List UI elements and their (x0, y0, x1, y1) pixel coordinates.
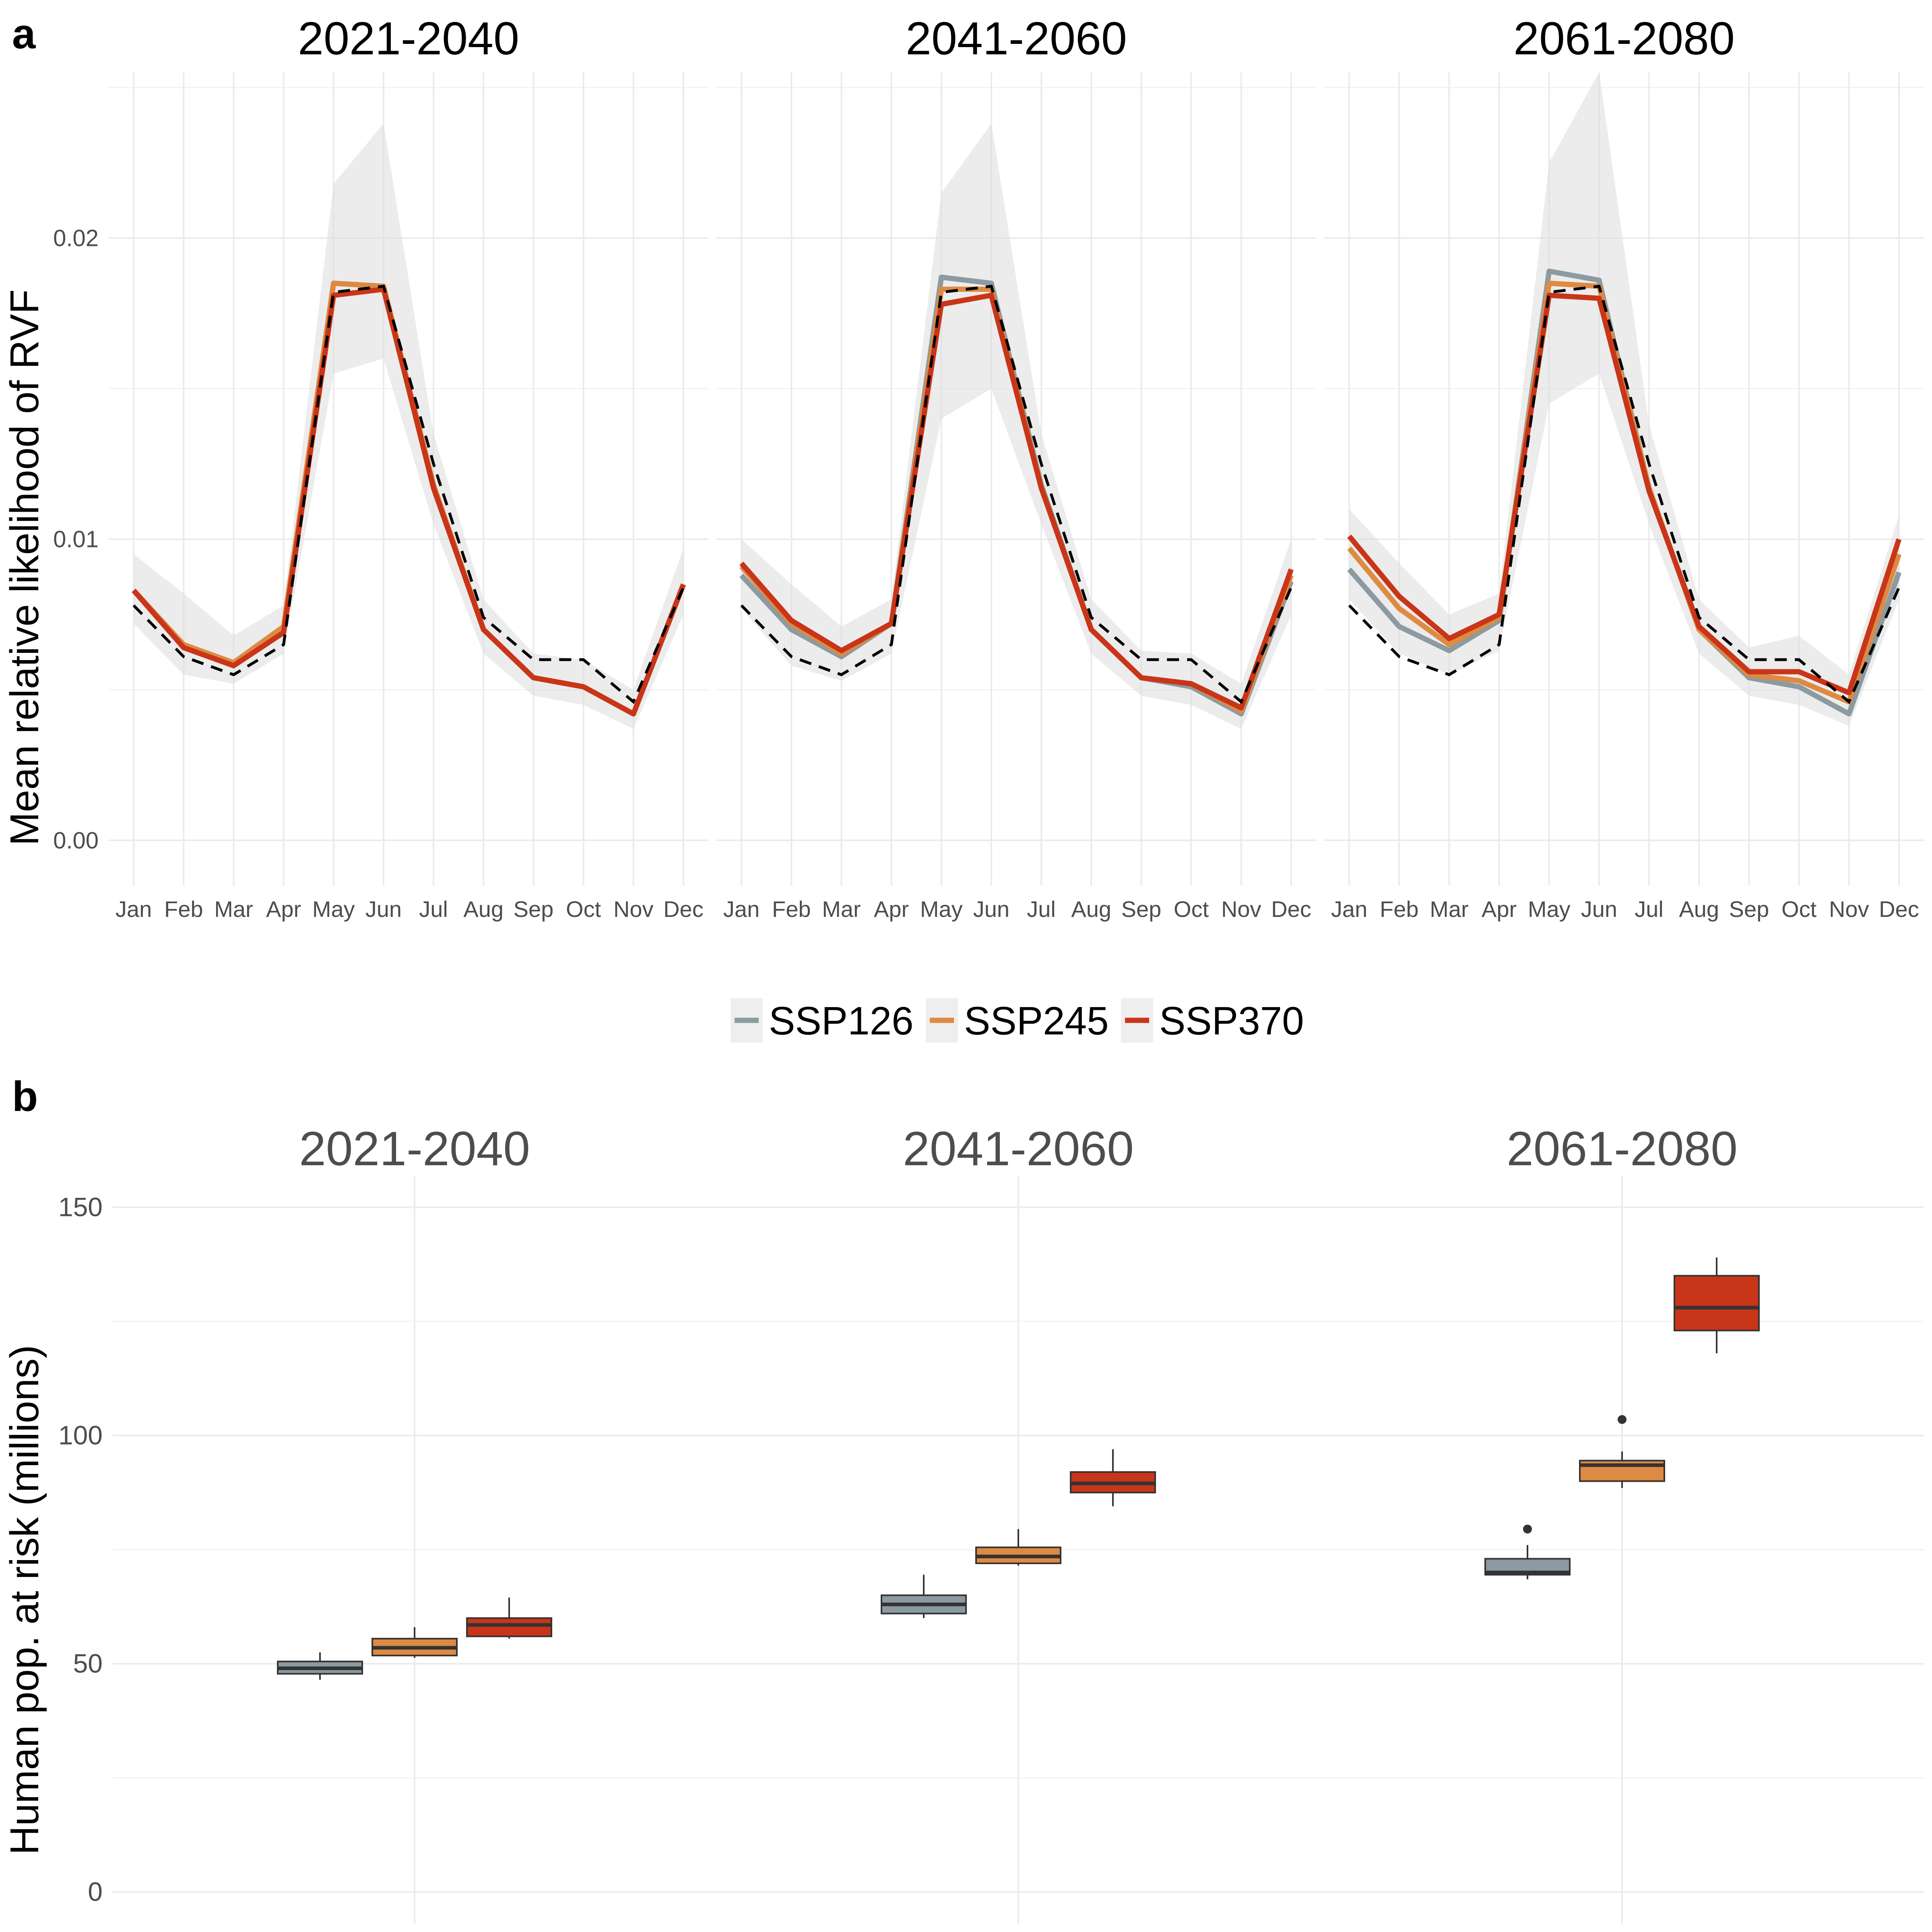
y-tick-label: 150 (58, 1192, 103, 1222)
facet-title: 2041-2060 (906, 13, 1127, 64)
facet-title: 2041-2060 (903, 1122, 1134, 1176)
series-line-ssp370 (1347, 293, 1902, 696)
x-tick-label: Aug (463, 896, 504, 922)
box-ssp126 (881, 1575, 967, 1618)
facet-title: 2061-2080 (1507, 1122, 1738, 1176)
y-tick-label: 0.02 (53, 225, 99, 251)
x-tick-label: Jan (116, 896, 152, 922)
x-tick-label: Apr (266, 896, 301, 922)
panel-b-labels: 0 50 100 150 2021-2040 2041-2060 2061-2080 (58, 1122, 1738, 1907)
uncertainty-band (741, 124, 1291, 729)
legend-item-ssp245: SSP245 (926, 998, 1109, 1043)
panel-b-gridlines (113, 1175, 1924, 1924)
x-tick-label: Oct (1174, 896, 1209, 922)
x-tick-label: Feb (772, 896, 811, 922)
outlier-point (1523, 1524, 1532, 1534)
x-tick-label: May (1528, 896, 1571, 922)
panel-a-series-lines (132, 268, 1902, 717)
x-tick-label: Aug (1679, 896, 1719, 922)
x-tick-label: Apr (1482, 896, 1517, 922)
box-body (1674, 1275, 1760, 1331)
x-tick-label: Feb (1380, 896, 1419, 922)
x-tick-label: Jul (1635, 896, 1664, 922)
panel-a-y-axis-title: Mean relative likelihood of RVF (2, 289, 47, 846)
x-tick-label: Nov (1221, 896, 1261, 922)
x-tick-label: Oct (1781, 896, 1817, 922)
y-tick-label: 100 (58, 1420, 103, 1450)
x-tick-label: Apr (874, 896, 909, 922)
series-line-ssp370 (132, 287, 686, 717)
legend-item-ssp370: SSP370 (1121, 998, 1304, 1043)
panel-b-y-axis-title: Human pop. at risk (millions) (2, 1345, 47, 1855)
x-tick-label: Sep (1729, 896, 1769, 922)
legend-label: SSP370 (1159, 999, 1304, 1043)
x-tick-label: Mar (1430, 896, 1468, 922)
x-tick-label: Nov (1829, 896, 1869, 922)
legend-label: SSP245 (964, 999, 1109, 1043)
box-body (466, 1617, 552, 1637)
box-ssp245 (975, 1529, 1061, 1566)
panel-a-line-charts: 2021-2040 Jan Feb Mar Apr May Jun Jul Aug Sep Oct N… (2, 13, 1924, 922)
x-tick-label: May (920, 896, 963, 922)
y-tick-label: 50 (73, 1649, 103, 1678)
x-tick-label: Sep (514, 896, 554, 922)
series-line-ssp370 (739, 293, 1294, 711)
y-tick-label: 0 (88, 1877, 103, 1907)
panel-b-box-plots: 0 50 100 150 2021-2040 2041-2060 2061-2080 Hum… (2, 1122, 1924, 1924)
panel-a-labels: 2021-2040 Jan Feb Mar Apr May Jun Jul Aug Sep Oct N… (53, 13, 1919, 922)
x-tick-label: Dec (1271, 896, 1311, 922)
y-tick-label: 0.00 (53, 828, 99, 854)
box-ssp126 (1484, 1524, 1571, 1579)
x-tick-label: Mar (214, 896, 253, 922)
panel-b-boxes (277, 1257, 1760, 1680)
x-tick-label: Dec (1879, 896, 1919, 922)
x-tick-label: Dec (663, 896, 704, 922)
box-ssp370 (466, 1598, 552, 1639)
y-tick-label: 0.01 (53, 526, 99, 553)
x-tick-label: Oct (566, 896, 601, 922)
x-tick-label: Aug (1071, 896, 1111, 922)
x-tick-label: Jul (419, 896, 448, 922)
x-tick-label: Jun (973, 896, 1009, 922)
x-tick-label: Nov (613, 896, 654, 922)
x-tick-label: Jun (1581, 896, 1617, 922)
x-tick-label: Jul (1027, 896, 1056, 922)
uncertainty-band (134, 124, 683, 729)
box-ssp245 (1579, 1415, 1665, 1488)
facet-title: 2021-2040 (299, 1122, 530, 1176)
x-tick-label: Sep (1121, 896, 1162, 922)
panel-b-label: b (12, 1073, 38, 1120)
x-tick-label: Mar (822, 896, 861, 922)
box-ssp245 (372, 1627, 458, 1658)
legend-label: SSP126 (769, 999, 914, 1043)
x-tick-label: Feb (164, 896, 203, 922)
legend: SSP126 SSP245 SSP370 (731, 998, 1304, 1043)
facet-title: 2061-2080 (1513, 13, 1735, 64)
x-tick-label: Jan (1331, 896, 1367, 922)
box-ssp126 (277, 1652, 363, 1680)
x-tick-label: May (312, 896, 355, 922)
box-ssp370 (1674, 1257, 1760, 1354)
x-tick-label: Jun (365, 896, 402, 922)
facet-title: 2021-2040 (298, 13, 519, 64)
box-ssp370 (1070, 1449, 1156, 1507)
outlier-point (1618, 1415, 1627, 1424)
panel-a-label: a (12, 10, 36, 58)
legend-item-ssp126: SSP126 (731, 998, 914, 1043)
x-tick-label: Jan (723, 896, 760, 922)
